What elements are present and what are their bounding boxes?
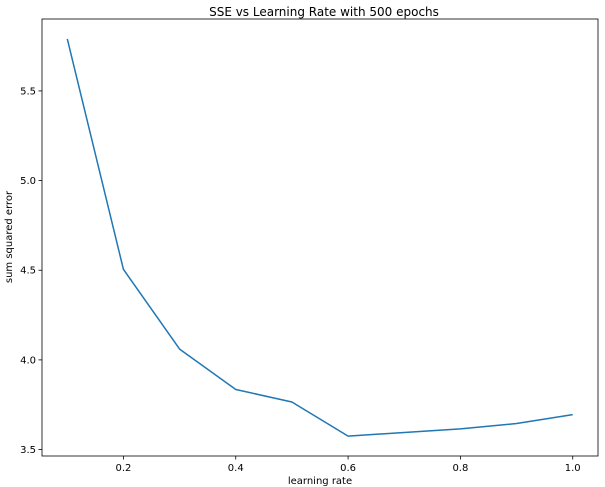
- data-point: [66, 37, 69, 40]
- x-tick-label: 0.8: [452, 463, 468, 474]
- y-tick-label: 5.0: [20, 176, 36, 187]
- series-line: [66, 38, 573, 437]
- data-point: [515, 422, 518, 425]
- data-point: [234, 388, 237, 391]
- y-axis-label: sum squared error: [4, 190, 15, 283]
- plot-area: [41, 18, 599, 457]
- x-axis: 0.2 0.4 0.6 0.8 1.0: [115, 456, 581, 474]
- x-axis-label: learning rate: [288, 476, 352, 487]
- y-tick-label: 5.5: [20, 86, 36, 97]
- y-tick-label: 4.5: [20, 266, 36, 277]
- x-tick-label: 0.6: [340, 463, 356, 474]
- x-tick-label: 0.2: [115, 463, 131, 474]
- data-point: [459, 427, 462, 430]
- x-tick-label: 0.4: [228, 463, 244, 474]
- data-point: [290, 401, 293, 404]
- data-point: [571, 413, 574, 416]
- y-tick-label: 3.5: [20, 445, 36, 456]
- y-tick-label: 4.0: [20, 355, 36, 366]
- chart-title: SSE vs Learning Rate with 500 epochs: [209, 5, 439, 19]
- data-point: [403, 431, 406, 434]
- y-axis: 3.5 4.0 4.5 5.0 5.5: [20, 86, 42, 456]
- data-point: [178, 348, 181, 351]
- data-point: [347, 435, 350, 438]
- x-tick-label: 1.0: [565, 463, 581, 474]
- data-point: [122, 268, 125, 271]
